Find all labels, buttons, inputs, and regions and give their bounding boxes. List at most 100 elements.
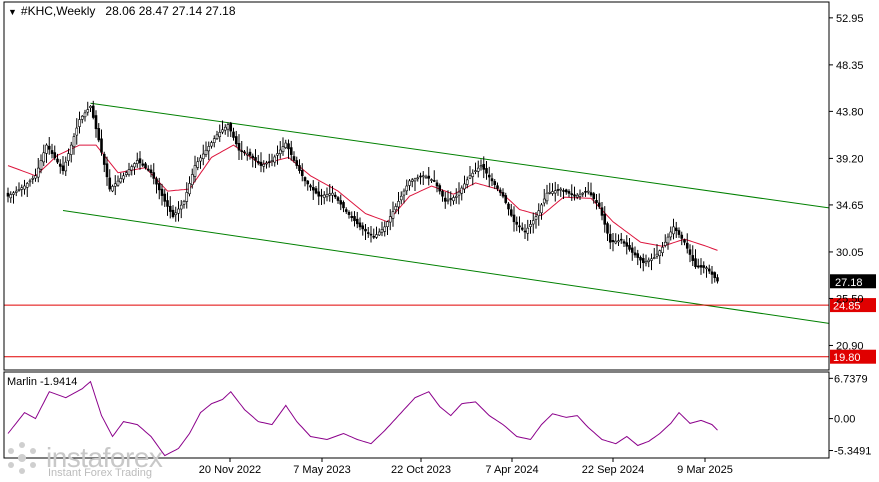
- candle: [691, 245, 695, 267]
- candle: [655, 244, 659, 259]
- candle-body: [207, 146, 211, 152]
- candle: [710, 266, 714, 284]
- candle: [314, 185, 318, 195]
- candle: [584, 187, 587, 197]
- candle-body: [298, 165, 301, 171]
- candle: [457, 182, 461, 205]
- candle-body: [14, 190, 18, 193]
- candle: [713, 271, 717, 283]
- candle-body: [69, 144, 73, 155]
- candle-body: [36, 167, 40, 178]
- candle-body: [185, 192, 189, 202]
- candle-body: [391, 211, 395, 219]
- candle-body: [243, 151, 246, 154]
- candle-body: [578, 193, 582, 197]
- candle: [518, 216, 521, 233]
- candle: [545, 184, 549, 205]
- candle-body: [369, 233, 373, 236]
- candle-body: [210, 142, 213, 147]
- candle-body: [460, 187, 464, 194]
- candle-body: [655, 253, 659, 257]
- triangle-down-icon[interactable]: ▼: [8, 7, 17, 17]
- candle-body: [405, 185, 409, 192]
- candle-body: [80, 115, 84, 120]
- candle-body: [39, 160, 43, 170]
- candle: [603, 206, 607, 233]
- candle: [647, 257, 651, 268]
- candle: [226, 122, 230, 137]
- candle-body: [644, 261, 648, 264]
- candle-body: [509, 209, 513, 216]
- candle-body: [89, 105, 92, 109]
- candle-body: [570, 193, 574, 196]
- candle-body: [45, 144, 48, 154]
- candle-body: [705, 267, 708, 270]
- candle-body: [251, 155, 255, 159]
- candle: [498, 187, 502, 196]
- candle-body: [650, 258, 653, 261]
- candle: [218, 124, 222, 142]
- candle: [405, 179, 409, 196]
- candle-body: [575, 194, 579, 198]
- candle: [581, 192, 585, 197]
- candle-body: [108, 177, 112, 190]
- channel-lower-line[interactable]: [62, 210, 830, 324]
- candle-body: [383, 226, 387, 232]
- candle-body: [361, 225, 365, 230]
- candles: [6, 100, 719, 284]
- candle-body: [468, 175, 472, 179]
- candle-body: [218, 132, 222, 137]
- candle-body: [537, 210, 541, 217]
- candle-body: [6, 192, 10, 197]
- candle: [452, 195, 455, 205]
- candle-body: [441, 190, 444, 197]
- candle: [542, 188, 546, 207]
- candle-body: [97, 128, 101, 141]
- candle: [127, 162, 131, 177]
- indicator-label: Marlin -1.9414: [7, 376, 78, 388]
- candle-body: [619, 238, 623, 241]
- candle-body: [375, 234, 378, 238]
- candle-body: [276, 153, 279, 156]
- candle: [311, 180, 315, 200]
- candle-body: [364, 228, 367, 232]
- candle-body: [710, 271, 714, 275]
- candle: [617, 234, 620, 246]
- candle: [595, 194, 598, 210]
- candle: [300, 163, 304, 182]
- candle: [138, 151, 142, 170]
- candle: [485, 161, 488, 180]
- candle: [36, 158, 40, 183]
- candle-body: [256, 161, 260, 164]
- watermark: instaforex Instant Forex Trading: [4, 440, 163, 479]
- candle-body: [353, 216, 356, 222]
- candle-body: [287, 143, 290, 150]
- candle-body: [295, 160, 299, 166]
- candle: [317, 181, 321, 206]
- candle: [421, 171, 425, 186]
- candle: [174, 206, 178, 222]
- candle: [630, 242, 634, 261]
- candle-body: [204, 149, 208, 155]
- horizontal-levels[interactable]: [4, 304, 829, 358]
- channel-upper-line[interactable]: [90, 102, 830, 209]
- candle-body: [333, 194, 337, 198]
- symbol-label: #KHC,Weekly: [20, 4, 96, 18]
- candle: [86, 101, 90, 116]
- candle: [168, 196, 172, 219]
- candle: [551, 183, 554, 196]
- candle: [160, 183, 164, 206]
- candle-body: [83, 112, 87, 118]
- candle-body: [586, 190, 590, 193]
- x-tick-label: 9 Mar 2025: [677, 464, 733, 476]
- watermark-logo-text: instaforex: [46, 442, 163, 473]
- chart-header: ▼ #KHC,Weekly 28.06 28.47 27.14 27.18: [8, 4, 236, 18]
- candle: [23, 179, 26, 195]
- candle: [281, 137, 285, 156]
- candle: [575, 193, 579, 200]
- candle: [586, 182, 590, 195]
- candle-body: [446, 199, 450, 202]
- candle-body: [267, 161, 271, 163]
- candle-body: [476, 167, 480, 172]
